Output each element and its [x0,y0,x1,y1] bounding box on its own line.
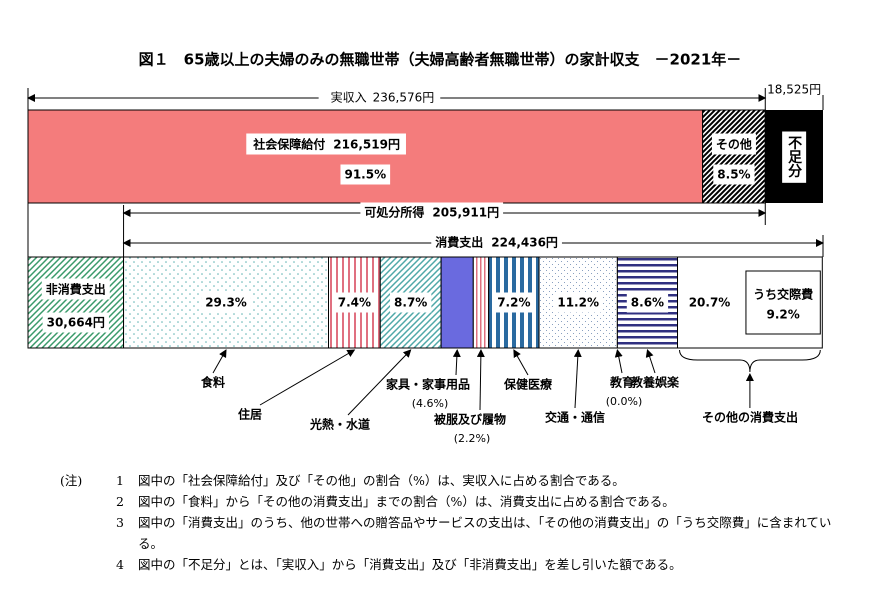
leader [645,349,656,374]
note-text: 図中の「社会保障給付」及び「その他」の割合（%）は、実収入に占める割合である。 [138,473,625,488]
label: 社会保障給付 [252,137,325,152]
label-box [626,292,669,313]
note: 2 図中の「食料」から「その他の消費支出」までの割合（%）は、消費支出に占める割合… [60,491,850,512]
label: 消費支出 [435,235,483,250]
label: うち交際費 [753,287,813,302]
label: 91.5% [344,168,386,182]
label: 教養娯楽 [630,375,680,390]
sub-item [745,270,821,335]
chart: 図１ 65歳以上の夫婦のみの無職世帯（夫婦高齢者無職世帯）の家計収支 －2021… [27,51,824,445]
note-text [60,512,116,554]
label-box [713,164,755,185]
notes: (注) 1 図中の「社会保障給付」及び「その他」の割合（%）は、実収入に占める割合で… [60,470,850,575]
label: 20.7% [689,296,731,310]
note-text: 2 [116,494,124,509]
note-text: 4 [116,557,124,572]
label: 224,436円 [491,236,558,250]
note: (注) 1 図中の「社会保障給付」及び「その他」の割合（%）は、実収入に占める割合で… [60,470,850,491]
leader [259,349,356,406]
leader [513,349,529,376]
label: その他の消費支出 [702,410,798,425]
label-box [318,88,441,107]
label: 光熱・水道 [309,417,370,432]
income-segment [702,109,766,204]
label: 住居 [238,407,262,422]
label-box [390,292,432,313]
label: 236,576円 [373,91,435,105]
label: 交通・通信 [545,410,605,425]
label: 可処分所得 [364,205,424,220]
label: 実収入 [331,90,367,105]
note-text: 図中の「食料」から「その他の消費支出」までの割合（%）は、消費支出に占める割合で… [138,494,675,509]
label: 9.2% [766,308,799,322]
label: 29.3% [205,296,247,310]
label: (2.2%) [454,432,491,445]
leader [476,349,485,411]
label-box [684,292,735,313]
label-box [553,292,604,313]
label-box [42,312,109,333]
leader [212,349,227,374]
label-box [711,133,756,155]
note-text: 図中の「消費支出」のうち、他の世帯への贈答品やサービスの支出は、「その他の消費支… [138,515,832,551]
note-text: 1 [116,473,124,488]
label: 8.6% [631,296,664,310]
label: 家具・家事用品 [386,377,470,392]
label: 11.2% [557,296,599,310]
leader [452,349,461,376]
label: 7.2% [497,296,530,310]
label: 7.4% [338,296,371,310]
note: 4 図中の「不足分」とは、「実収入」から「消費支出」及び「非消費支出」を差し引いた… [60,554,850,575]
brace [679,349,821,373]
label: 30,664円 [47,316,105,330]
note-text [60,554,116,575]
label: 216,519円 [333,138,400,152]
label: 非消費支出 [46,282,106,297]
chart-title: 図１ 65歳以上の夫婦のみの無職世帯（夫婦高齢者無職世帯）の家計収支 －2021… [139,51,742,69]
label: 8.5% [717,168,750,182]
income-segment [27,109,704,204]
label: (4.6%) [412,397,449,410]
consumption-item [440,256,474,349]
label: 食料 [200,375,225,390]
label-box [782,131,807,183]
label-box [201,292,251,313]
label-box [333,292,376,313]
leader [347,349,412,416]
label: 8.7% [394,296,427,310]
label-box [340,164,391,185]
label-box [431,232,562,252]
label: 教育 [609,375,634,390]
label: 205,911円 [432,206,499,220]
label: (0.0%) [606,395,643,408]
non-consumption [27,256,125,349]
label-box [246,133,406,155]
note-text: 3 [116,515,124,530]
note-text: 図中の「不足分」とは、「実収入」から「消費支出」及び「非消費支出」を差し引いた額… [138,557,682,572]
label: 18,525円 [767,83,821,97]
label-box [493,292,535,313]
label: その他 [716,137,752,152]
label: 不足分 [786,136,802,179]
label-box [41,278,110,300]
label-box [360,202,504,222]
label: 被服及び履物 [434,412,506,427]
note: 3 図中の「消費支出」のうち、他の世帯への贈答品やサービスの支出は、「その他の消費… [60,512,850,554]
note-text: (注) [60,473,83,488]
leader [614,349,623,374]
consumption-item [472,256,490,349]
leader [573,349,582,409]
note-text [60,491,116,512]
label: 保健医療 [503,377,552,392]
